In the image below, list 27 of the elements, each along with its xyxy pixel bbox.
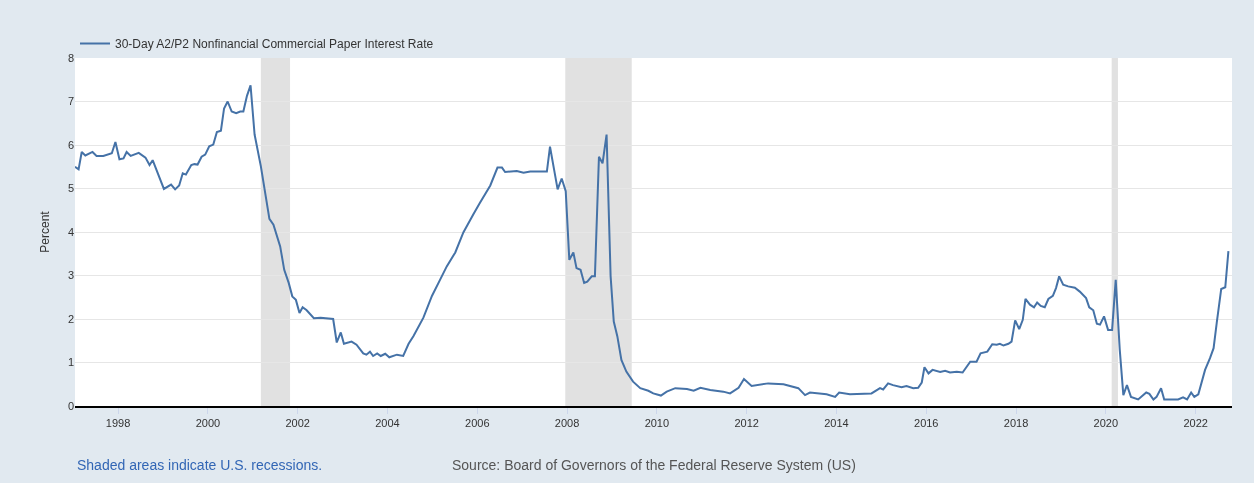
x-tick-label: 2000 — [195, 417, 221, 430]
y-tick-label: 6 — [67, 138, 74, 151]
y-axis-title: Percent — [38, 210, 53, 253]
y-tick-label: 1 — [67, 356, 74, 369]
x-tick-label: 1998 — [105, 417, 131, 430]
y-tick-label: 8 — [67, 51, 74, 64]
source-note: Source: Board of Governors of the Federal Reserve System (US) — [452, 457, 856, 473]
legend-label: 30-Day A2/P2 Nonfinancial Commercial Paper Interest Rate — [115, 37, 434, 52]
x-tick-label: 2002 — [285, 417, 310, 430]
y-tick-label: 0 — [67, 399, 74, 412]
x-tick-label: 2016 — [914, 417, 939, 430]
x-tick-label: 2006 — [465, 417, 490, 430]
x-tick-label: 2004 — [375, 417, 400, 430]
x-tick-label: 2018 — [1003, 417, 1029, 430]
x-tick-label: 2010 — [644, 417, 670, 430]
y-tick-label: 4 — [67, 225, 74, 238]
x-tick-label: 2014 — [824, 417, 849, 430]
x-tick-label: 2022 — [1183, 417, 1208, 430]
y-tick-label: 3 — [67, 269, 74, 282]
x-tick-label: 2020 — [1093, 417, 1119, 430]
text: Shaded areas indicate U.S. recessions. — [77, 457, 323, 473]
x-tick-label: 2008 — [554, 417, 580, 430]
y-tick-label: 7 — [67, 95, 74, 108]
line-series — [75, 84, 1230, 401]
y-tick-label: 2 — [67, 312, 74, 325]
y-tick-label: 5 — [67, 182, 74, 195]
x-tick-label: 2012 — [734, 417, 759, 430]
